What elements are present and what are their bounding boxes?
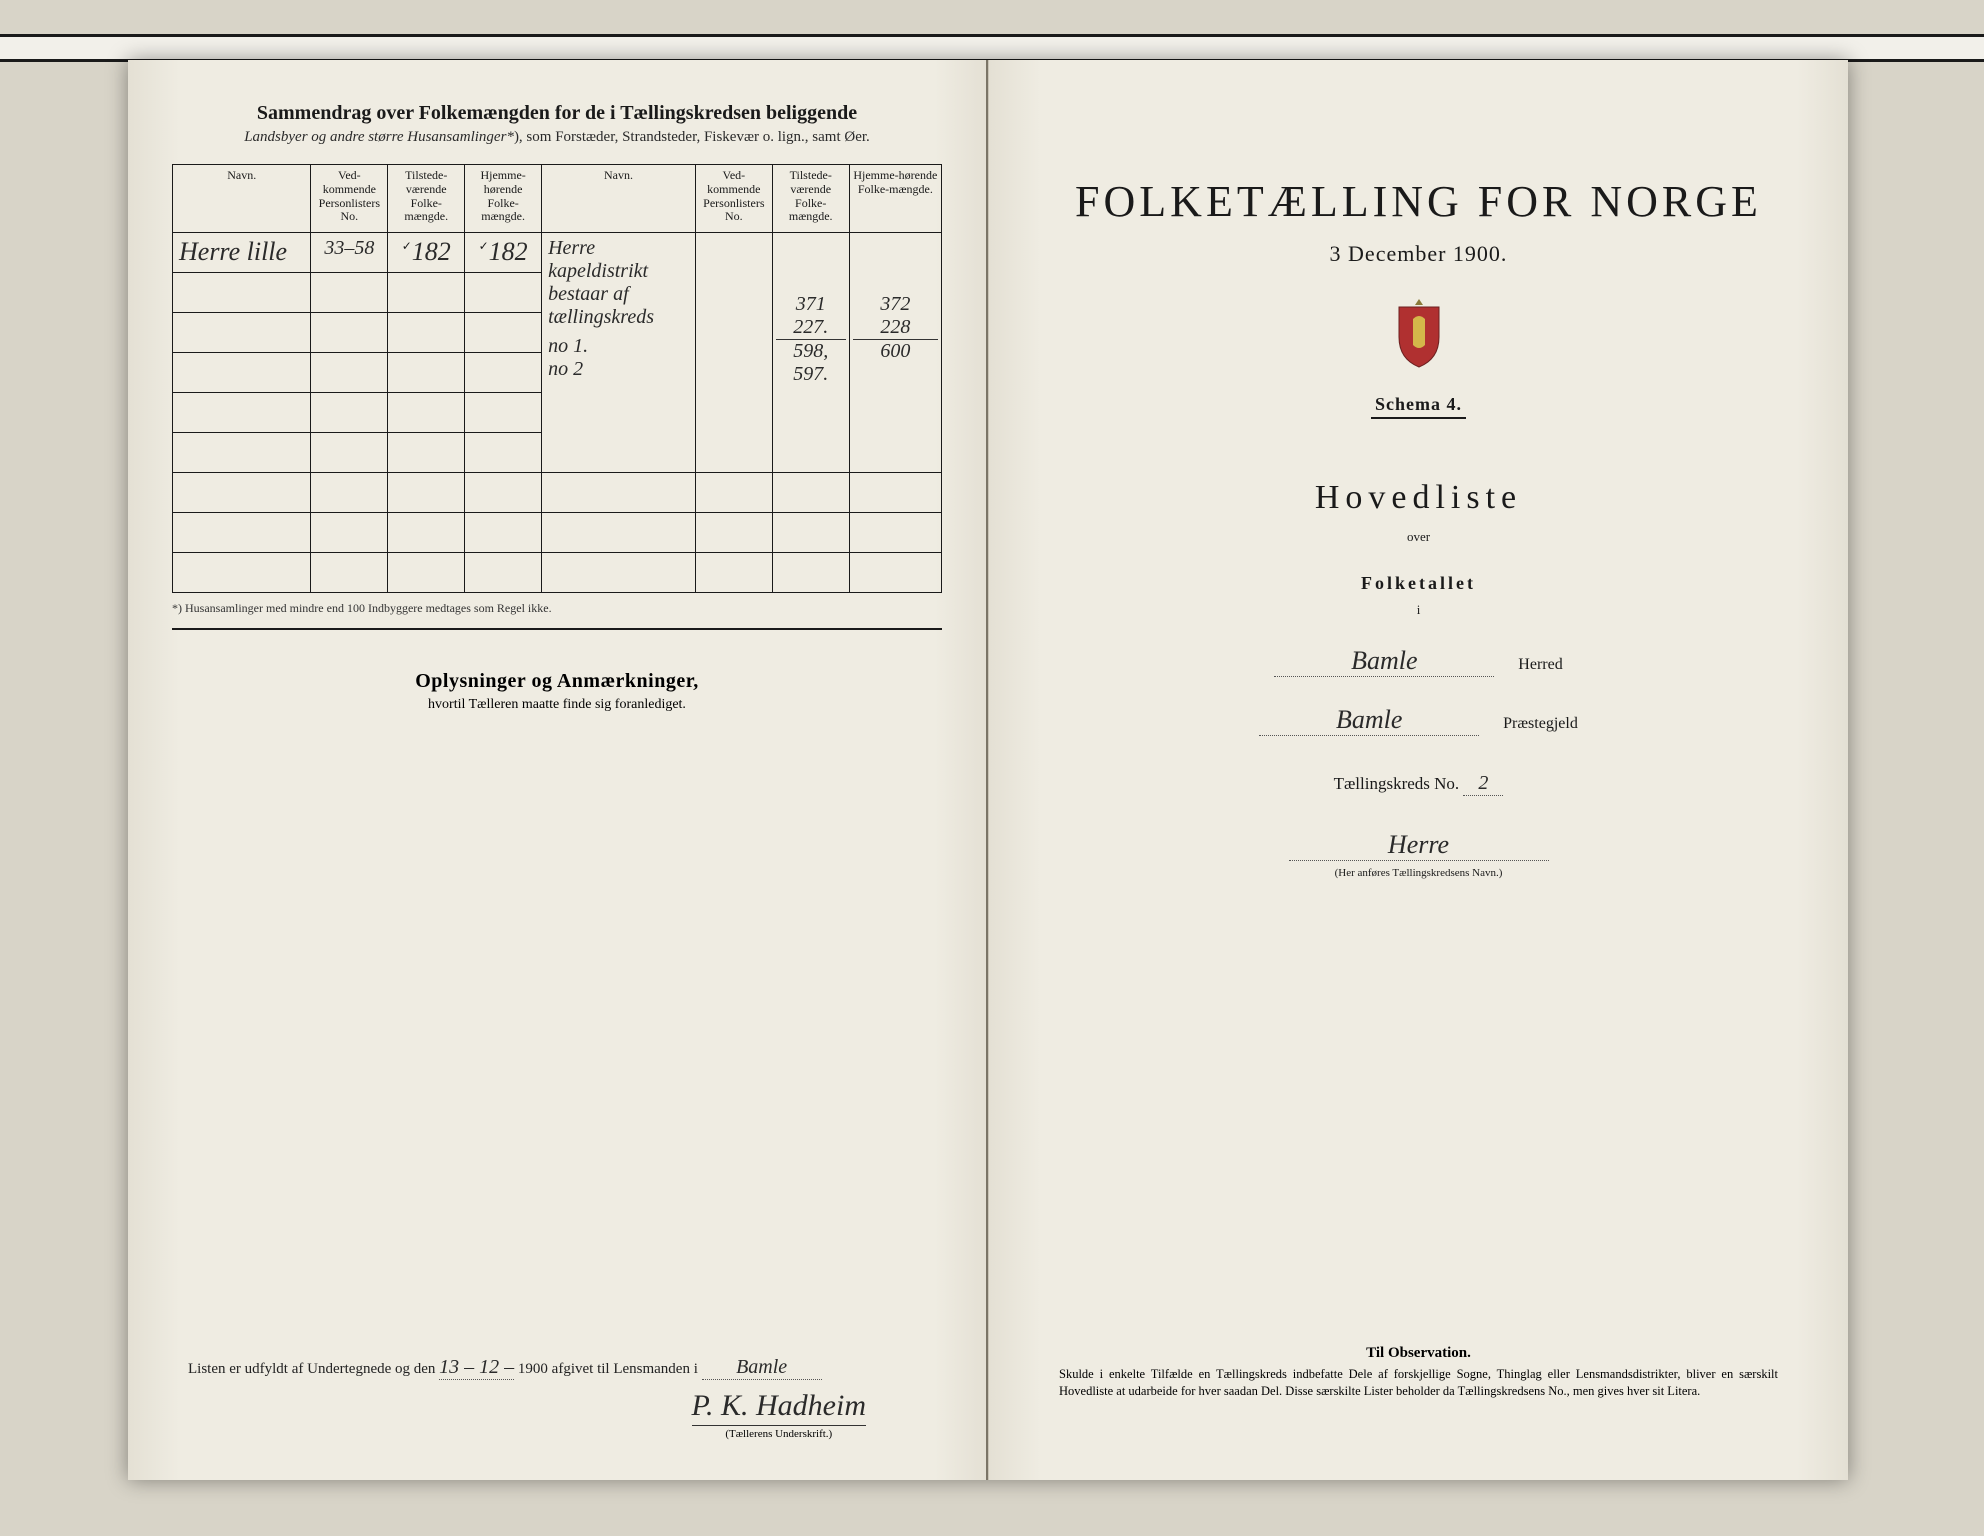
val: 372: [853, 293, 938, 316]
remarks-subtitle: hvortil Tælleren maatte finde sig foranl…: [172, 697, 942, 713]
table-row: Herre lille 33–58 ✓182 ✓182 Herre kapeld…: [173, 233, 942, 273]
kreds-hint: (Her anføres Tællingskredsens Navn.): [1033, 867, 1804, 879]
sum-alt: 597.: [776, 363, 846, 386]
signature-caption: (Tællerens Underskrift.): [692, 1425, 866, 1440]
observation-body: Skulde i enkelte Tilfælde en Tællingskre…: [1059, 1366, 1778, 1400]
note-no2: no 2: [548, 358, 583, 381]
row-lister: 33–58: [324, 237, 374, 259]
kreds-name: Herre: [1289, 830, 1549, 861]
schema-label: Schema 4.: [1371, 394, 1466, 419]
left-page-title: Sammendrag over Folkemængden for de i Tæ…: [172, 102, 942, 125]
signature-block: P. K. Hadheim (Tællerens Underskrift.): [692, 1389, 866, 1440]
col-hjemme-1: Hjemme-hørende Folke-mængde.: [465, 165, 542, 233]
praeste-label: Præstegjeld: [1503, 715, 1578, 733]
remarks-section: Oplysninger og Anmærkninger, hvortil Tæl…: [172, 628, 942, 928]
coat-of-arms-icon: [1389, 297, 1449, 369]
summary-table: Navn. Ved-kommende Personlisters No. Til…: [172, 164, 942, 593]
observation-block: Til Observation. Skulde i enkelte Tilfæl…: [1059, 1345, 1778, 1400]
sig-date: 13 – 12 –: [439, 1356, 514, 1380]
remarks-title: Oplysninger og Anmærkninger,: [172, 670, 942, 693]
col-lister-1: Ved-kommende Personlisters No.: [311, 165, 388, 233]
subtitle-rest: ), som Forstæder, Strandsteder, Fiskevær…: [514, 129, 870, 145]
herred-value: Bamle: [1274, 646, 1494, 677]
folketallet-label: Folketallet: [1033, 573, 1804, 594]
col-lister-2: Ved-kommende Personlisters No.: [695, 165, 772, 233]
row-hjemme: 182: [489, 237, 528, 266]
census-date: 3 December 1900.: [1033, 241, 1804, 267]
totals-col-2: 372 228 600: [849, 233, 941, 473]
col-navn-2: Navn.: [542, 165, 696, 233]
empty-cell: [695, 233, 772, 473]
hovedliste-heading: Hovedliste: [1033, 479, 1804, 517]
observation-title: Til Observation.: [1059, 1345, 1778, 1362]
note-line: Herre kapeldistrikt: [548, 237, 692, 283]
i-label: i: [1033, 602, 1804, 618]
row-navn: Herre lille: [179, 237, 287, 266]
sum: 598,: [776, 340, 846, 363]
praestegjeld-row: Bamle Præstegjeld: [1033, 705, 1804, 736]
table-row: [173, 513, 942, 553]
col-navn-1: Navn.: [173, 165, 311, 233]
sig-year: 1900: [518, 1361, 548, 1377]
signature-line: Listen er udfyldt af Undertegnede og den…: [188, 1356, 926, 1380]
sum: 600: [853, 340, 938, 363]
table-row: [173, 553, 942, 593]
tick-mark: ✓: [402, 239, 412, 253]
val: 371: [776, 293, 846, 316]
title-page-content: FOLKETÆLLING FOR NORGE 3 December 1900. …: [1033, 176, 1804, 879]
herred-label: Herred: [1518, 656, 1562, 674]
col-tilstede-2: Tilstede-værende Folke-mængde.: [772, 165, 849, 233]
note-line: bestaar af tællingskreds: [548, 283, 692, 329]
table-row: [173, 473, 942, 513]
table-header-row: Navn. Ved-kommende Personlisters No. Til…: [173, 165, 942, 233]
top-frame-bar: [0, 34, 1984, 62]
note-no1: no 1.: [548, 335, 588, 358]
tick-mark: ✓: [479, 239, 489, 253]
over-label: over: [1033, 529, 1804, 545]
col-hjemme-2: Hjemme-hørende Folke-mængde.: [849, 165, 941, 233]
footnote: *) Husansamlinger med mindre end 100 Ind…: [172, 601, 942, 616]
kreds-number: 2: [1463, 772, 1503, 796]
census-title: FOLKETÆLLING FOR NORGE: [1033, 176, 1804, 227]
val: 228: [853, 316, 938, 340]
left-page-subtitle: Landsbyer og andre større Husansamlinger…: [172, 129, 942, 146]
totals-col-1: 371 227. 598, 597.: [772, 233, 849, 473]
right-page: FOLKETÆLLING FOR NORGE 3 December 1900. …: [988, 60, 1848, 1480]
subtitle-emphasis: Landsbyer og andre større Husansamlinger…: [244, 129, 514, 145]
col-tilstede-1: Tilstede-værende Folke-mængde.: [388, 165, 465, 233]
herred-row: Bamle Herred: [1033, 646, 1804, 677]
sig-place: Bamle: [702, 1356, 822, 1380]
kreds-label: Tællingskreds No.: [1334, 774, 1460, 793]
sig-mid: afgivet til Lensmanden i: [552, 1361, 698, 1377]
notes-cell: Herre kapeldistrikt bestaar af tællingsk…: [542, 233, 696, 473]
row-tilstede: 182: [412, 237, 451, 266]
sig-prefix: Listen er udfyldt af Undertegnede og den: [188, 1361, 435, 1377]
book-spread: Sammendrag over Folkemængden for de i Tæ…: [128, 60, 1848, 1480]
val: 227.: [776, 316, 846, 340]
praeste-value: Bamle: [1259, 705, 1479, 736]
kreds-row: Tællingskreds No. 2: [1033, 772, 1804, 796]
left-page: Sammendrag over Folkemængden for de i Tæ…: [128, 60, 988, 1480]
signature-name: P. K. Hadheim: [692, 1389, 866, 1423]
